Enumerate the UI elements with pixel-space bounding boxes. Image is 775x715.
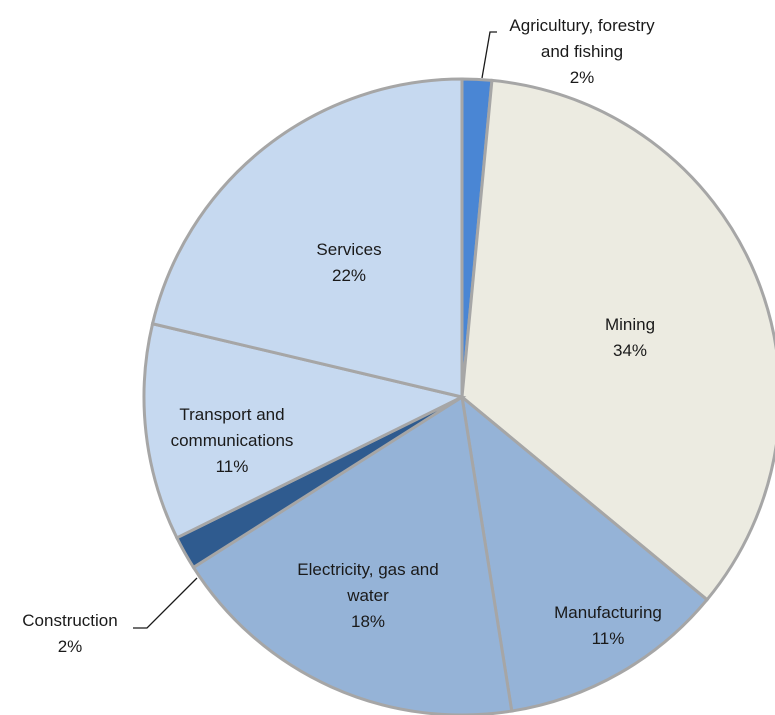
slice-label-electricity-gas-and: Electricity, gas and water 18%: [297, 560, 438, 631]
leader-construction: [133, 577, 198, 629]
pie-slices: [142, 77, 775, 715]
slice-label-services: Services 22%: [316, 240, 381, 285]
pie-slice-transport-and: [142, 321, 467, 540]
leader-agriculture: [481, 31, 497, 79]
slice-label-agricultury-forestry: Agricultury, forestry and fishing 2%: [509, 16, 655, 87]
pie-slice-services: [150, 77, 464, 399]
leader-lines: [133, 31, 497, 629]
slice-label-construction: Construction 2%: [22, 611, 117, 656]
pie-slice-mining: [460, 78, 775, 602]
slice-labels: Agricultury, forestry and fishing 2% Mining…: [22, 16, 662, 656]
slice-label-manufacturing: Manufacturing 11%: [554, 603, 662, 648]
slice-label-mining: Mining 34%: [605, 315, 655, 360]
pie-slice-manufacturing: [459, 393, 710, 713]
slice-label-transport-and: Transport and communications 11%: [171, 405, 294, 476]
